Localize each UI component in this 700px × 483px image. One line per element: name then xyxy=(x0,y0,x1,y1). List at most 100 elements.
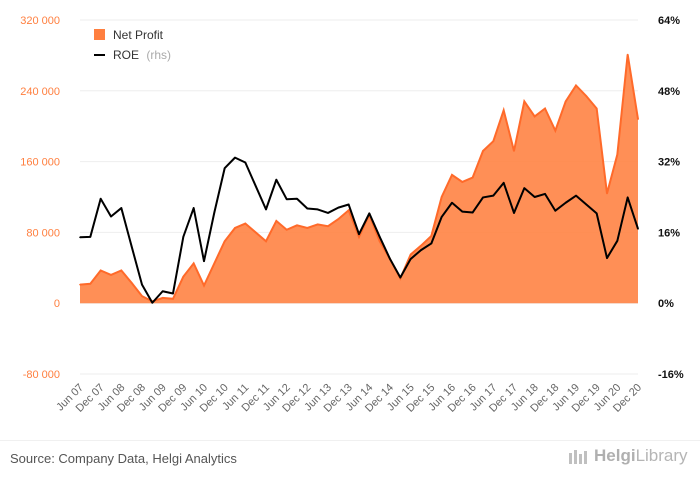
roe-point xyxy=(234,156,236,159)
net-profit-point xyxy=(306,227,309,229)
net-profit-point xyxy=(172,297,174,300)
net-profit-point xyxy=(461,181,464,183)
net-profit-point xyxy=(213,262,216,265)
brand-suffix: Library xyxy=(635,446,688,465)
net-profit-point xyxy=(89,282,92,285)
roe-point xyxy=(502,182,505,184)
net-profit-point xyxy=(316,223,319,226)
net-profit-point xyxy=(523,100,526,103)
net-profit-point xyxy=(347,209,350,212)
net-profit-point xyxy=(554,129,557,132)
right-axis-tick-label: 16% xyxy=(658,227,680,239)
source-note: Source: Company Data, Helgi Analytics xyxy=(10,451,237,466)
left-axis-tick-label: -80 000 xyxy=(23,369,60,381)
net-profit-point xyxy=(130,282,133,284)
net-profit-point xyxy=(203,284,205,287)
footer-divider xyxy=(0,440,700,441)
roe-point xyxy=(368,212,371,215)
roe-point xyxy=(347,203,350,206)
roe-point xyxy=(120,207,123,209)
roe-point xyxy=(430,242,433,245)
roe-point xyxy=(461,210,464,213)
roe-point xyxy=(265,208,267,211)
net-profit-point xyxy=(533,115,536,118)
net-profit-point xyxy=(99,269,102,272)
roe-point xyxy=(327,212,329,214)
roe-point xyxy=(606,257,608,259)
legend-roe-suffix: (rhs) xyxy=(146,48,171,62)
roe-point xyxy=(440,216,443,218)
net-profit-point xyxy=(254,231,257,234)
roe-point xyxy=(451,201,453,204)
net-profit-point xyxy=(234,227,236,229)
roe-point xyxy=(399,276,402,279)
left-axis-tick-label: 160 000 xyxy=(20,157,60,169)
net-profit-point xyxy=(79,283,81,286)
net-profit-point xyxy=(244,222,247,225)
roe-point xyxy=(151,301,154,304)
net-profit-point xyxy=(616,153,619,156)
net-profit-point xyxy=(337,218,340,220)
roe-point xyxy=(544,193,546,195)
right-axis: -16% 0% 16% 32% 48% 64% xyxy=(658,15,684,381)
roe-point xyxy=(89,236,92,238)
roe-point xyxy=(223,167,226,170)
left-axis-tick-label: 320 000 xyxy=(20,15,60,27)
legend-label-roe: ROE (rhs) xyxy=(113,48,171,62)
roe-point xyxy=(389,258,391,260)
brand-logo: HelgiLibrary xyxy=(568,446,688,466)
roe-point xyxy=(492,194,495,197)
roe-point xyxy=(296,197,298,200)
roe-point xyxy=(203,260,205,262)
net-profit-point xyxy=(626,53,629,56)
roe-point xyxy=(409,258,412,260)
right-axis-tick-label: 0% xyxy=(658,298,674,310)
net-profit-point xyxy=(451,174,453,176)
brand-name: Helgi xyxy=(594,446,636,465)
library-icon xyxy=(569,450,587,464)
left-axis-tick-label: 0 xyxy=(54,298,60,310)
roe-point xyxy=(533,196,536,198)
roe-point xyxy=(523,187,526,189)
roe-point xyxy=(192,207,195,209)
roe-point xyxy=(420,249,422,251)
left-axis-tick-label: 240 000 xyxy=(20,86,60,98)
roe-point xyxy=(285,198,288,201)
roe-point xyxy=(471,211,474,214)
net-profit-point xyxy=(564,100,567,103)
net-profit-area xyxy=(80,54,638,304)
roe-point xyxy=(182,236,185,238)
net-profit-point xyxy=(192,262,195,265)
chart: -80 000 0 80 000 160 000 240 000 320 000 -16%… xyxy=(20,15,684,415)
roe-point xyxy=(564,201,567,204)
net-profit-point xyxy=(585,95,588,97)
roe-point xyxy=(358,233,360,235)
net-profit-point xyxy=(544,107,546,110)
left-axis: -80 000 0 80 000 160 000 240 000 320 000 xyxy=(20,15,60,381)
roe-point xyxy=(378,236,381,238)
net-profit-point xyxy=(358,236,360,238)
net-profit-point xyxy=(161,297,164,299)
roe-point xyxy=(637,228,639,230)
net-profit-point xyxy=(637,118,639,120)
net-profit-point xyxy=(285,228,288,231)
roe-point xyxy=(306,207,309,210)
roe-point xyxy=(482,196,484,199)
net-profit-point xyxy=(409,253,412,256)
right-axis-tick-label: 64% xyxy=(658,15,680,27)
net-profit-point xyxy=(265,240,267,243)
roe-point xyxy=(316,208,319,211)
net-profit-point xyxy=(378,240,381,243)
net-profit-point xyxy=(513,150,515,152)
roe-point xyxy=(585,203,588,206)
roe-point xyxy=(254,185,257,187)
roe-point xyxy=(213,211,216,214)
net-profit-point xyxy=(502,109,505,112)
net-profit-point xyxy=(482,150,484,152)
legend: Net Profit ROE (rhs) xyxy=(94,28,171,62)
net-profit-point xyxy=(182,275,185,278)
legend-label-net-profit: Net Profit xyxy=(113,28,164,42)
right-axis-tick-label: -16% xyxy=(658,369,684,381)
net-profit-point xyxy=(430,235,433,237)
